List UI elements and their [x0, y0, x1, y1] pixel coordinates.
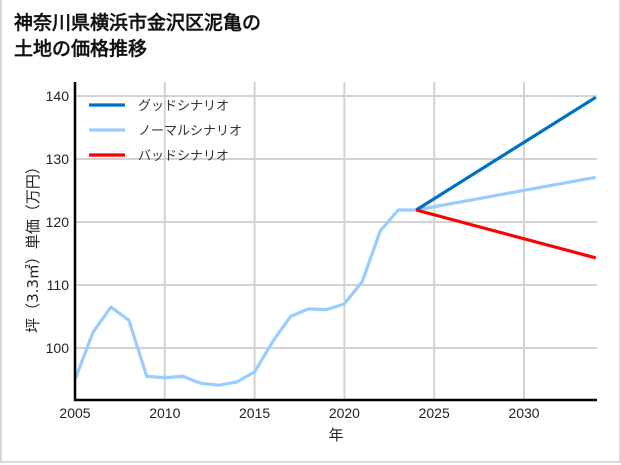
y-axis-ticks: 100 110 120 130 140 [46, 88, 70, 356]
x-tick-label: 2010 [149, 405, 180, 421]
y-tick-label: 100 [46, 340, 70, 356]
axes [73, 82, 597, 402]
x-tick-label: 2015 [239, 405, 270, 421]
x-tick-label: 2020 [329, 405, 360, 421]
series-line [73, 175, 597, 387]
y-tick-label: 110 [47, 277, 70, 293]
y-axis-label: 坪（3.3㎡）単価（万円） [24, 159, 42, 333]
series-lines [73, 95, 597, 387]
y-tick-label: 130 [46, 151, 70, 167]
legend-label: ノーマルシナリオ [138, 124, 242, 139]
chart-title-line-1: 神奈川県横浜市金沢区泥亀の [14, 12, 262, 34]
chart-title: 神奈川県横浜市金沢区泥亀の 土地の価格推移 [14, 10, 261, 62]
x-tick-label: 2025 [419, 405, 450, 421]
legend-label: グッドシナリオ [138, 99, 229, 114]
x-axis-label: 年 [328, 426, 343, 444]
y-tick-label: 120 [46, 214, 70, 230]
series-line [415, 208, 597, 260]
x-tick-label: 2030 [508, 405, 539, 421]
chart-title-line-2: 土地の価格推移 [14, 38, 148, 60]
legend-label: バッドシナリオ [138, 149, 229, 164]
x-tick-label: 2005 [59, 405, 90, 421]
y-tick-label: 140 [46, 88, 70, 104]
x-axis-ticks: 2005 2010 2015 2020 2025 2030 [59, 405, 539, 421]
series-line [415, 95, 597, 212]
